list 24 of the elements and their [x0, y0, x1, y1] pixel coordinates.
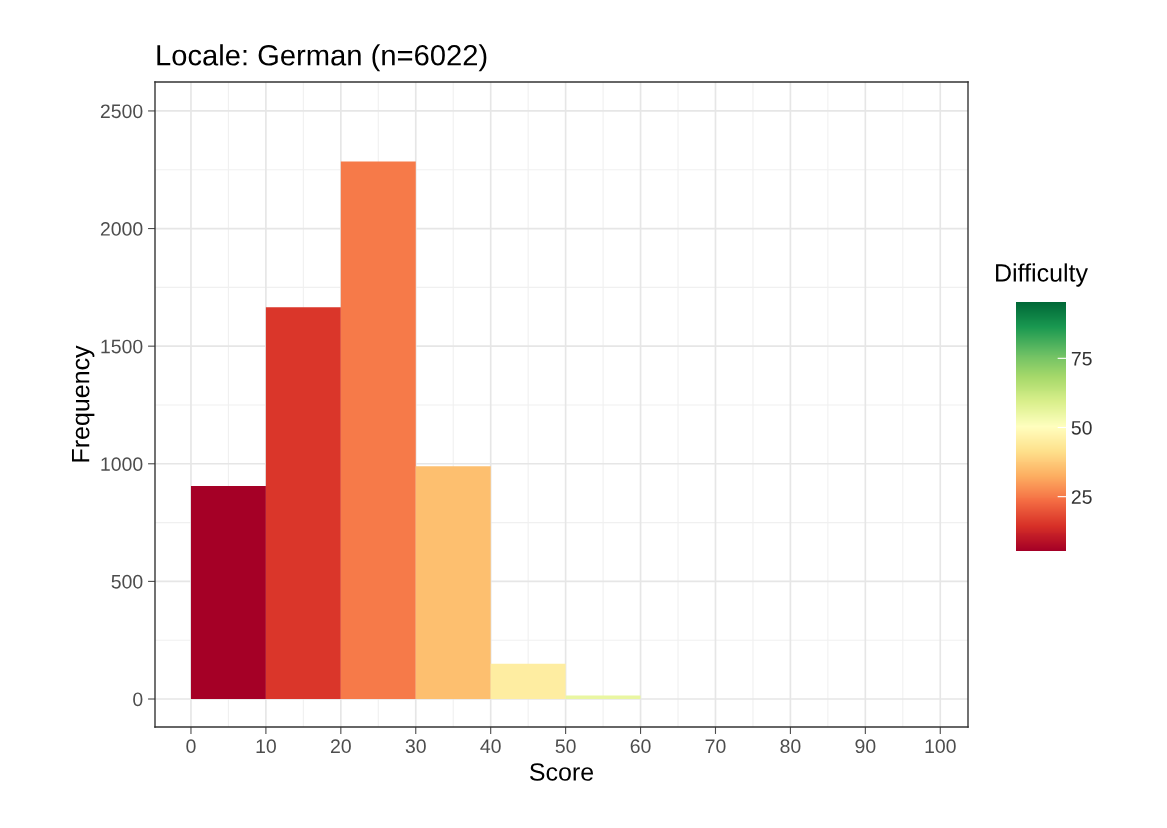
y-tick-label: 2500 — [100, 104, 143, 119]
y-tick-label: 1000 — [101, 457, 143, 472]
color-bar-label: 50 — [1071, 420, 1092, 435]
x-tick-label: 50 — [555, 739, 576, 754]
x-tick-label: 30 — [405, 739, 426, 754]
chart-title: Locale: German (n=6022) — [157, 44, 487, 72]
x-tick-label: 10 — [256, 739, 276, 754]
x-tick-label: 60 — [630, 739, 651, 754]
y-tick-label: 500 — [111, 574, 143, 589]
y-axis-title: Frequency — [72, 345, 95, 462]
y-tick-label: 1500 — [101, 339, 143, 354]
x-tick-label: 100 — [925, 739, 956, 754]
x-tick-label: 90 — [855, 739, 876, 754]
color-bar-label: 25 — [1071, 490, 1092, 504]
x-axis-title: Score — [529, 763, 594, 781]
x-tick-label: 80 — [780, 739, 801, 754]
y-tick-label: 2000 — [100, 222, 143, 236]
x-tick-label: 40 — [480, 739, 501, 754]
x-tick-label: 20 — [330, 739, 351, 754]
color-bar-label: 75 — [1071, 352, 1092, 366]
y-tick-label: 0 — [133, 692, 143, 707]
color-bar-title: Difficulty — [996, 263, 1088, 287]
x-tick-label: 70 — [705, 739, 726, 754]
x-tick-label: 0 — [186, 739, 196, 754]
